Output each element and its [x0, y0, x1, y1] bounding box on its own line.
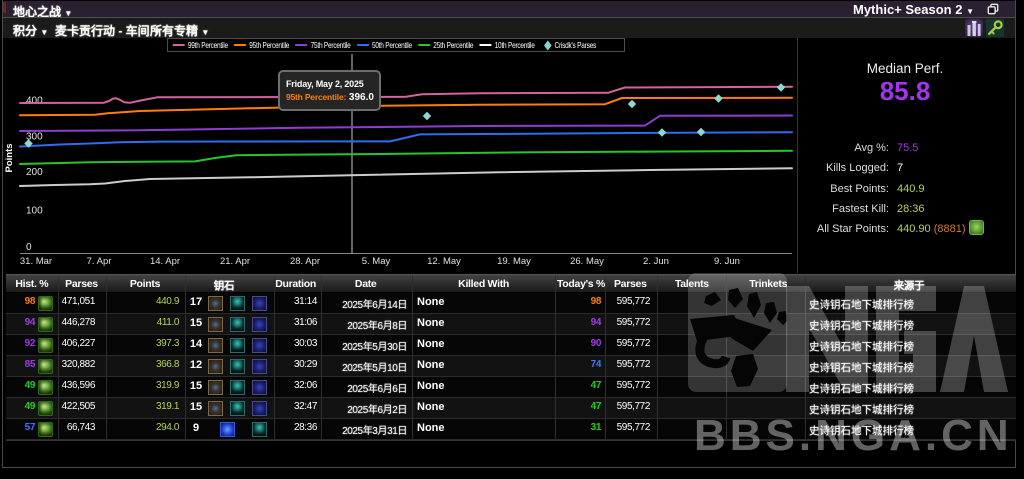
svg-text:100: 100 — [26, 206, 43, 217]
svg-text:26. May: 26. May — [570, 256, 604, 267]
svg-text:9. Jun: 9. Jun — [714, 256, 740, 267]
svg-text:0: 0 — [26, 242, 32, 253]
svg-text:200: 200 — [26, 167, 43, 178]
svg-text:28. Apr: 28. Apr — [290, 256, 320, 267]
svg-text:5. May: 5. May — [362, 256, 391, 267]
svg-text:400: 400 — [26, 96, 43, 107]
svg-text:300: 300 — [26, 132, 43, 143]
svg-text:7. Apr: 7. Apr — [87, 256, 112, 267]
svg-text:14. Apr: 14. Apr — [150, 256, 180, 267]
svg-text:19. May: 19. May — [497, 256, 531, 267]
svg-text:31. Mar: 31. Mar — [20, 256, 52, 267]
svg-text:2. Jun: 2. Jun — [643, 256, 669, 267]
svg-text:Points: Points — [4, 143, 15, 172]
svg-text:12. May: 12. May — [427, 256, 461, 267]
svg-text:21. Apr: 21. Apr — [220, 256, 250, 267]
